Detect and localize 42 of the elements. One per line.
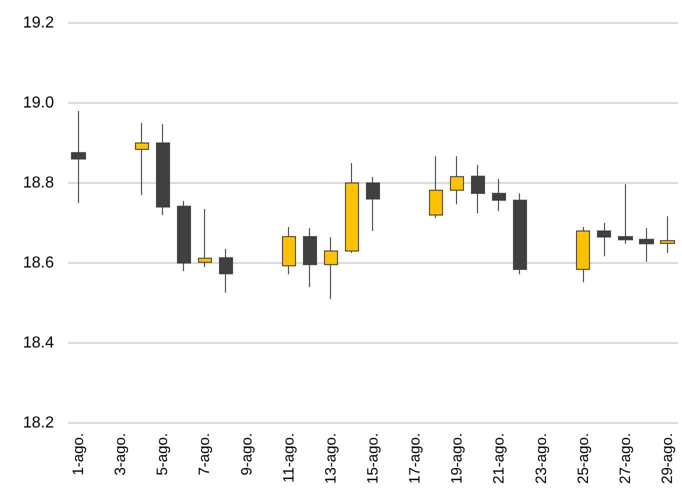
candlestick [450,156,464,205]
x-tick-label: 21-ago. [490,433,508,484]
x-tick-label: 1-ago. [70,433,88,476]
candlestick [303,228,317,288]
candlestick [219,248,233,294]
y-tick-label: 19.0 [22,94,54,112]
candlestick [513,192,527,275]
candlestick [429,156,443,219]
x-tick-label: 9-ago. [238,433,256,476]
candlestick [618,184,633,244]
candlestick [135,122,149,196]
candlestick [71,110,86,204]
candlestick [282,226,296,275]
x-tick-label: 13-ago. [322,433,340,484]
candlestick [597,222,611,257]
x-tick-label: 3-ago. [112,433,130,476]
x-tick-label: 27-ago. [616,433,634,484]
x-tick-label: 29-ago. [658,433,676,484]
y-tick-label: 18.4 [22,334,54,352]
x-tick-label: 19-ago. [448,433,466,484]
candlestick [345,162,359,254]
y-tick-label: 18.2 [22,414,54,432]
candlestick [471,164,485,214]
candlestick [366,176,380,232]
candlestick [639,228,654,262]
candlestick [324,236,338,300]
candlestick [576,226,590,283]
x-tick-label: 17-ago. [406,433,424,484]
candlestick [492,178,506,212]
x-tick-label: 7-ago. [196,433,214,476]
x-tick-label: 15-ago. [364,433,382,484]
candlestick [198,208,212,268]
y-tick-label: 18.8 [22,174,54,192]
x-tick-label: 5-ago. [154,433,172,476]
candlestick [660,216,675,254]
y-tick-label: 18.6 [22,254,54,272]
candlestick [177,200,191,272]
x-tick-label: 25-ago. [574,433,592,484]
x-tick-label: 23-ago. [532,433,550,484]
y-tick-label: 19.2 [22,14,54,32]
candlestick [156,124,170,216]
x-tick-label: 11-ago. [280,433,298,483]
